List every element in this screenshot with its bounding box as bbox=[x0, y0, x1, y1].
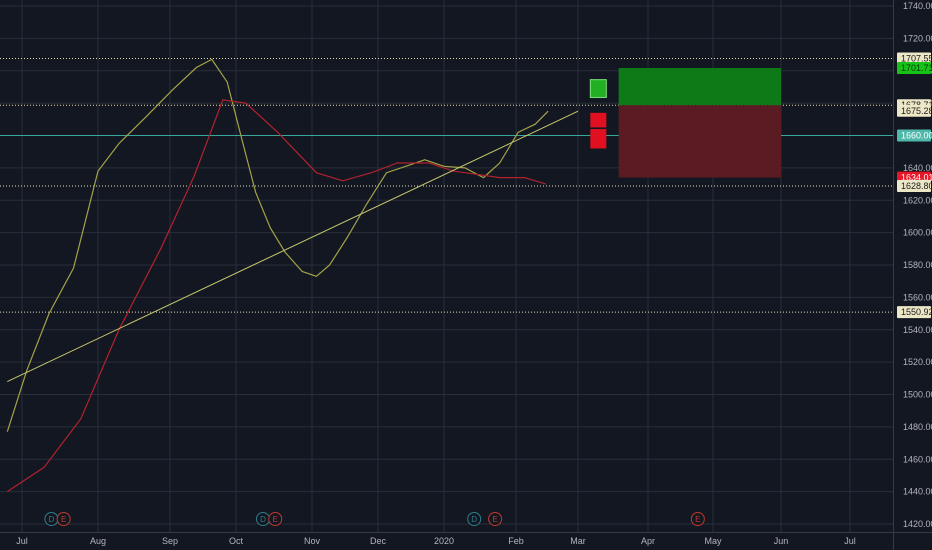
y-tick-label: 1640.00 bbox=[903, 163, 932, 173]
position-tool[interactable] bbox=[618, 67, 781, 178]
slow-moving-average-line bbox=[6, 99, 547, 493]
price-tag bbox=[897, 129, 931, 142]
y-tick-label: 1420.00 bbox=[903, 519, 932, 529]
y-tick-label: 1480.00 bbox=[903, 422, 932, 432]
event-marker-letter: E bbox=[273, 515, 278, 524]
price-tags: 1707.551701.711678.711675.281660.001634.… bbox=[897, 52, 932, 319]
x-tick-label: Jun bbox=[774, 536, 789, 546]
price-tag-label: 1701.71 bbox=[901, 63, 932, 73]
x-tick-label: Jul bbox=[16, 536, 28, 546]
x-tick-label: Oct bbox=[229, 536, 244, 546]
time-axis[interactable]: Jul Aug Sep Oct Nov Dec 2020 Feb Mar Apr May Jun Jul bbox=[16, 536, 856, 546]
price-tag bbox=[897, 61, 931, 74]
price-tag-label: 1660.00 bbox=[901, 131, 932, 141]
event-marker-letter: E bbox=[492, 515, 497, 524]
price-tag bbox=[897, 306, 931, 319]
y-tick-label: 1540.00 bbox=[903, 325, 932, 335]
y-tick-label: 1520.00 bbox=[903, 357, 932, 367]
signal-boxes[interactable] bbox=[589, 79, 607, 149]
y-tick-label: 1440.00 bbox=[903, 487, 932, 497]
price-tag-label: 1628.80 bbox=[901, 181, 932, 191]
earnings-marker[interactable] bbox=[56, 512, 71, 526]
price-tag bbox=[897, 52, 931, 65]
y-tick-label: 1720.00 bbox=[903, 33, 932, 43]
x-tick-label: Apr bbox=[641, 536, 655, 546]
price-tag-label: 1675.28 bbox=[901, 106, 932, 116]
price-tag bbox=[897, 104, 931, 117]
profit-zone[interactable] bbox=[618, 67, 781, 106]
x-tick-label: Sep bbox=[162, 536, 178, 546]
y-tick-label: 1740.00 bbox=[903, 1, 932, 11]
y-tick-label: 1500.00 bbox=[903, 390, 932, 400]
y-tick-label: 1620.00 bbox=[903, 195, 932, 205]
x-tick-label: Dec bbox=[370, 536, 387, 546]
dividend-marker[interactable] bbox=[467, 512, 482, 526]
event-marker-letter: D bbox=[260, 515, 266, 524]
buy-signal-box[interactable] bbox=[589, 79, 607, 98]
x-tick-label: Feb bbox=[508, 536, 524, 546]
y-tick-label: 1600.00 bbox=[903, 228, 932, 238]
event-marker-letter: E bbox=[61, 515, 66, 524]
earnings-marker[interactable] bbox=[488, 512, 503, 526]
loss-zone[interactable] bbox=[618, 105, 781, 178]
y-tick-label: 1580.00 bbox=[903, 260, 932, 270]
x-tick-label: Nov bbox=[304, 536, 321, 546]
fast-moving-average-line bbox=[6, 58, 549, 432]
event-marker-letter: E bbox=[695, 515, 700, 524]
price-tag bbox=[897, 180, 931, 193]
x-tick-label: Aug bbox=[90, 536, 106, 546]
price-tag-label: 1634.01 bbox=[901, 173, 932, 183]
sell-signal-box[interactable] bbox=[590, 112, 607, 128]
x-tick-label: May bbox=[704, 536, 722, 546]
price-tag-label: 1550.92 bbox=[901, 307, 932, 317]
y-tick-label: 1460.00 bbox=[903, 454, 932, 464]
y-tick-label: 1560.00 bbox=[903, 292, 932, 302]
x-tick-label: Mar bbox=[570, 536, 586, 546]
trendline[interactable] bbox=[7, 110, 579, 383]
event-marker-letter: D bbox=[471, 515, 477, 524]
price-tag-label: 1707.55 bbox=[901, 54, 932, 64]
earnings-marker[interactable] bbox=[268, 512, 283, 526]
x-tick-label: Jul bbox=[844, 536, 856, 546]
x-tick-label: 2020 bbox=[434, 536, 454, 546]
trendline-segment[interactable] bbox=[7, 110, 579, 383]
sell-signal-box[interactable] bbox=[590, 129, 607, 149]
earnings-marker[interactable] bbox=[690, 512, 705, 526]
moving-averages bbox=[6, 58, 549, 493]
event-marker-letter: D bbox=[49, 515, 55, 524]
